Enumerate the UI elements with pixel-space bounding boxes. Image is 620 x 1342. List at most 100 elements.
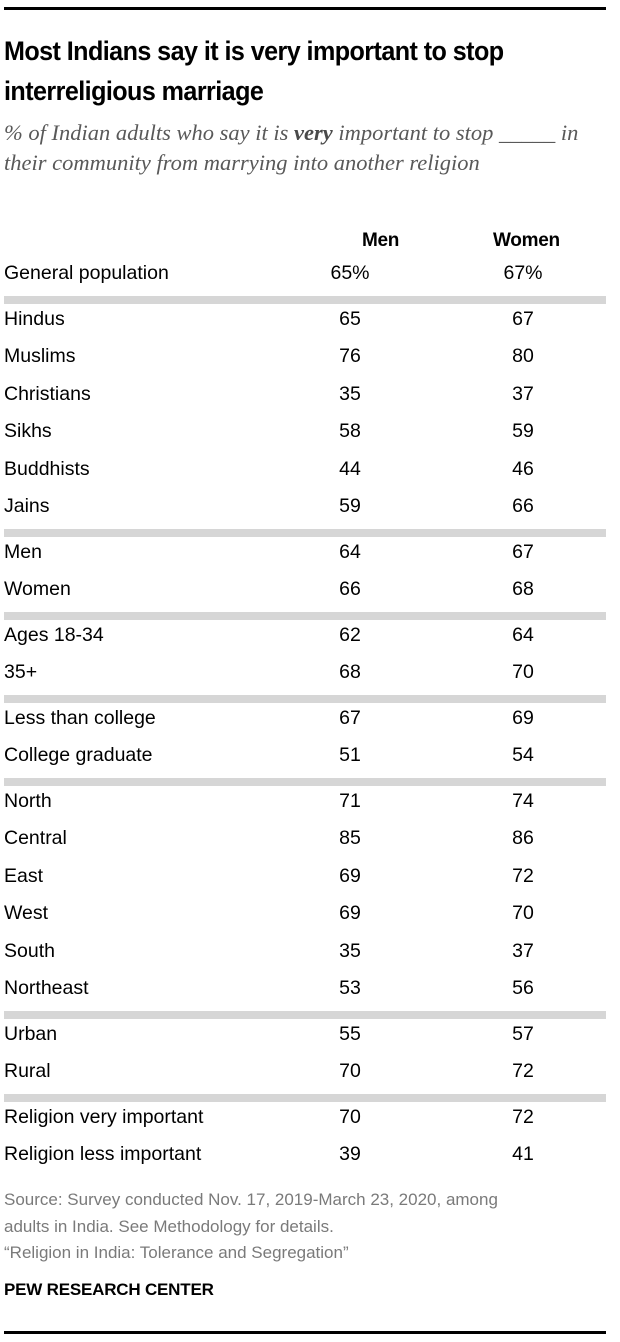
chart-title: Most Indians say it is very important to… bbox=[4, 36, 504, 106]
data-table: General population 65% 67% Hindus 65 67 Muslim… bbox=[4, 258, 606, 1177]
table-row: Buddhists 44 46 bbox=[4, 454, 606, 492]
source-line-1: Source: Survey conducted Nov. 17, 2019-M… bbox=[4, 1190, 498, 1209]
subtitle-prefix: % of Indian adults who say it is bbox=[4, 120, 295, 145]
row-label: Sikhs bbox=[4, 420, 52, 442]
row-label: Women bbox=[4, 578, 71, 600]
men-value: 85 bbox=[339, 827, 361, 849]
women-value: 57 bbox=[512, 1022, 534, 1045]
men-value: 62 bbox=[339, 623, 361, 646]
column-header-men: Men bbox=[362, 230, 400, 251]
men-value: 53 bbox=[339, 977, 361, 999]
row-label: Less than college bbox=[4, 706, 156, 729]
women-value: 80 bbox=[512, 345, 534, 367]
bottom-rule bbox=[4, 1331, 606, 1334]
women-value: 72 bbox=[512, 864, 534, 887]
table-row: Hindus 65 67 bbox=[4, 304, 606, 342]
row-label: 35+ bbox=[4, 661, 38, 683]
group-separator bbox=[4, 777, 606, 786]
men-value: 69 bbox=[339, 864, 361, 887]
men-value: 35 bbox=[339, 939, 361, 962]
group-separator bbox=[4, 1093, 606, 1102]
table-row: Men 64 67 bbox=[4, 537, 606, 575]
men-value: 70 bbox=[339, 1105, 361, 1128]
column-header-women: Women bbox=[493, 230, 560, 251]
table-row: Religion very important 70 72 bbox=[4, 1102, 606, 1140]
women-value: 64 bbox=[512, 623, 534, 646]
row-label: South bbox=[4, 939, 55, 962]
row-label: Men bbox=[4, 540, 42, 563]
row-label: Buddhists bbox=[4, 457, 90, 480]
table-row: Ages 18-34 62 64 bbox=[4, 620, 606, 658]
row-label: College graduate bbox=[4, 744, 153, 766]
men-value: 44 bbox=[339, 457, 361, 480]
table-row: College graduate 51 54 bbox=[4, 740, 606, 778]
men-value: 69 bbox=[339, 902, 361, 924]
men-value: 51 bbox=[339, 744, 361, 766]
men-value: 65 bbox=[339, 307, 361, 330]
women-value: 69 bbox=[512, 706, 534, 729]
row-label: Jains bbox=[4, 495, 50, 517]
group-separator bbox=[4, 1010, 606, 1019]
table-row: Urban 55 57 bbox=[4, 1019, 606, 1057]
subtitle-suffix: important to stop _____ in their communi… bbox=[4, 120, 579, 175]
women-value: 66 bbox=[512, 495, 534, 517]
row-label: Ages 18-34 bbox=[4, 623, 104, 646]
table-row: Central 85 86 bbox=[4, 823, 606, 861]
group-separator bbox=[4, 295, 606, 304]
report-title: “Religion in India: Tolerance and Segreg… bbox=[4, 1243, 349, 1262]
table-row: Northeast 53 56 bbox=[4, 973, 606, 1011]
women-value: 70 bbox=[512, 902, 534, 924]
brand-credit: PEW RESEARCH CENTER bbox=[4, 1280, 214, 1299]
row-label: Urban bbox=[4, 1022, 58, 1045]
women-value: 72 bbox=[512, 1105, 534, 1128]
top-rule bbox=[4, 7, 606, 10]
row-label: Central bbox=[4, 827, 67, 849]
men-value: 35 bbox=[339, 382, 361, 405]
table-row: Women 66 68 bbox=[4, 574, 606, 612]
subtitle-emphasis: very bbox=[294, 120, 333, 145]
women-value: 41 bbox=[512, 1143, 534, 1165]
row-label: Northeast bbox=[4, 977, 89, 999]
table-row: South 35 37 bbox=[4, 936, 606, 974]
group-separator bbox=[4, 528, 606, 537]
men-value: 66 bbox=[339, 578, 361, 600]
row-label: North bbox=[4, 789, 52, 812]
men-value: 65% bbox=[330, 262, 370, 284]
men-value: 76 bbox=[339, 345, 361, 367]
group-separator bbox=[4, 611, 606, 620]
table-row: Less than college 67 69 bbox=[4, 703, 606, 741]
women-value: 46 bbox=[512, 457, 534, 480]
group-separator bbox=[4, 694, 606, 703]
table-row: North 71 74 bbox=[4, 786, 606, 824]
women-value: 86 bbox=[512, 827, 534, 849]
table-row: Rural 70 72 bbox=[4, 1056, 606, 1094]
men-value: 55 bbox=[339, 1022, 361, 1045]
men-value: 39 bbox=[339, 1143, 361, 1165]
men-value: 64 bbox=[339, 540, 361, 563]
women-value: 59 bbox=[512, 420, 534, 442]
table-row: Christians 35 37 bbox=[4, 379, 606, 417]
women-value: 67% bbox=[503, 262, 543, 284]
row-label: Hindus bbox=[4, 307, 65, 330]
women-value: 67 bbox=[512, 540, 534, 563]
chart-subtitle: % of Indian adults who say it is very im… bbox=[4, 118, 604, 178]
women-value: 67 bbox=[512, 307, 534, 330]
table-row: West 69 70 bbox=[4, 898, 606, 936]
men-value: 67 bbox=[339, 706, 361, 729]
row-label: Christians bbox=[4, 382, 91, 405]
source-line-2: adults in India. See Methodology for det… bbox=[4, 1216, 334, 1236]
table-row: Muslims 76 80 bbox=[4, 341, 606, 379]
row-label: East bbox=[4, 864, 44, 887]
women-value: 56 bbox=[512, 977, 534, 999]
women-value: 37 bbox=[512, 939, 534, 962]
men-value: 59 bbox=[339, 495, 361, 517]
table-row: 35+ 68 70 bbox=[4, 657, 606, 695]
men-value: 70 bbox=[339, 1060, 361, 1082]
row-label: Muslims bbox=[4, 345, 76, 367]
women-value: 74 bbox=[512, 789, 534, 812]
row-label: Religion very important bbox=[4, 1105, 204, 1128]
table-row: East 69 72 bbox=[4, 861, 606, 899]
women-value: 37 bbox=[512, 382, 534, 405]
row-label: West bbox=[4, 902, 49, 924]
men-value: 58 bbox=[339, 420, 361, 442]
